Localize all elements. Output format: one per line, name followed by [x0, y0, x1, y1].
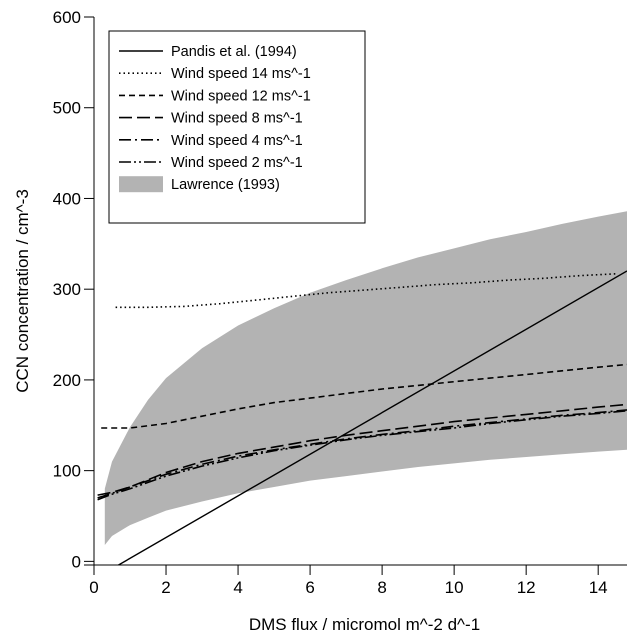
series-line-2 — [101, 363, 627, 429]
series-line-5 — [97, 410, 627, 501]
x-axis-title: DMS flux / micromol m^-2 d^-1 — [249, 615, 480, 634]
x-tick-label: 14 — [589, 578, 608, 597]
x-tick-label: 6 — [305, 578, 314, 597]
x-tick-label: 10 — [445, 578, 464, 597]
band-layer — [104, 211, 627, 545]
y-tick-label: 500 — [53, 99, 81, 118]
legend-label-5: Wind speed 2 ms^-1 — [171, 155, 303, 171]
legend-label-0: Pandis et al. (1994) — [171, 44, 297, 60]
legend: Pandis et al. (1994) Wind speed 14 ms^-1 W… — [108, 30, 366, 224]
legend-label-1: Wind speed 14 ms^-1 — [171, 66, 311, 82]
y-tick-label: 600 — [53, 8, 81, 27]
series-line-3 — [97, 403, 627, 496]
y-tick-label: 200 — [53, 371, 81, 390]
legend-label-3: Wind speed 8 ms^-1 — [171, 111, 303, 127]
legend-label-2: Wind speed 12 ms^-1 — [171, 88, 311, 104]
series-line-4 — [97, 409, 627, 499]
y-tick-label: 0 — [72, 552, 81, 571]
series-layer — [97, 270, 627, 565]
x-tick-label: 8 — [377, 578, 386, 597]
y-axis-title: CCN concentration / cm^-3 — [13, 189, 32, 393]
lawrence-band — [104, 211, 627, 545]
legend-swatch-band — [119, 176, 163, 193]
y-tick-label: 300 — [53, 280, 81, 299]
x-tick-label: 0 — [89, 578, 98, 597]
series-line-0 — [117, 270, 627, 565]
y-tick-label: 400 — [53, 189, 81, 208]
x-tick-label: 2 — [161, 578, 170, 597]
x-tick-label: 4 — [233, 578, 242, 597]
axes-layer: 0 100 200 300 400 500 600 0 2 4 6 8 10 12 14 — [53, 8, 627, 597]
x-tick-label: 12 — [517, 578, 536, 597]
y-tick-label: 100 — [53, 462, 81, 481]
legend-label-band: Lawrence (1993) — [171, 177, 280, 193]
legend-label-4: Wind speed 4 ms^-1 — [171, 133, 303, 149]
